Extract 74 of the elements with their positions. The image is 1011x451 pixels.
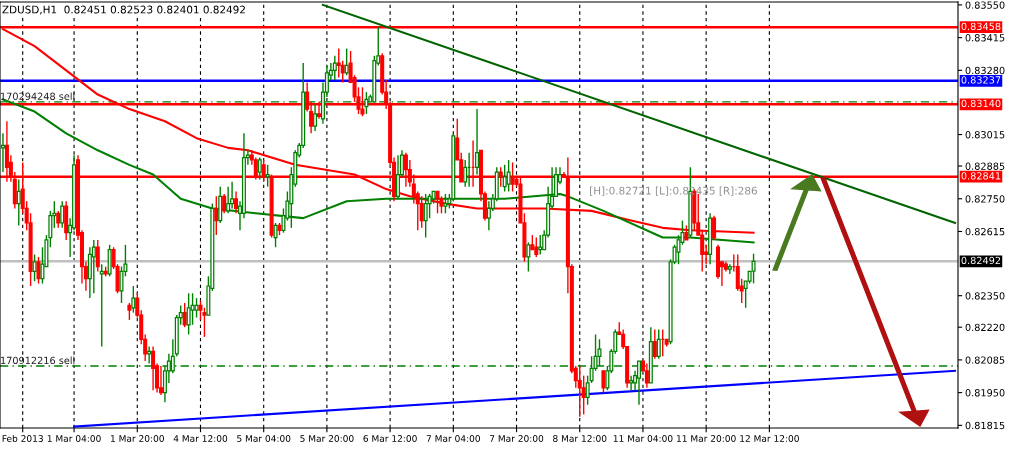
candlestick	[443, 193, 448, 214]
candlestick	[581, 374, 586, 416]
candlestick	[230, 181, 235, 210]
candlestick	[751, 253, 756, 285]
y-tick-label: 0.83550	[965, 1, 1005, 9]
x-tick-label: 6 Mar 12:00	[363, 435, 417, 442]
x-tick-label: 1 Mar 04:00	[47, 435, 101, 442]
ref-line-label: 170294248 sell	[1, 92, 75, 100]
x-tick-label: 5 Mar 20:00	[300, 435, 354, 442]
y-tick-label: 0.83280	[965, 66, 1005, 75]
candlestick	[95, 239, 100, 273]
candlestick	[226, 185, 231, 214]
x-tick-label: 8 Mar 12:00	[553, 435, 607, 442]
x-tick-label: 5 Mar 04:00	[237, 435, 291, 442]
y-tick-label: 0.81950	[965, 389, 1005, 397]
candlestick	[534, 236, 539, 258]
ref-line-label: 0.83458	[961, 22, 1001, 31]
ref-line-label: 0.82841	[961, 172, 1001, 180]
candlestick	[151, 345, 156, 391]
candlestick	[652, 328, 657, 360]
x-tick-label: 7 Mar 20:00	[490, 435, 544, 442]
candlestick	[526, 241, 531, 273]
candlestick	[332, 55, 337, 81]
y-tick-label: 0.82885	[965, 162, 1005, 170]
candlestick	[475, 108, 480, 176]
candlestick	[340, 59, 345, 84]
ref-line-label: 0.82492	[961, 256, 1001, 265]
ref-line-label: 170912216 sell	[1, 356, 75, 365]
candlestick	[190, 292, 195, 326]
candlestick	[182, 302, 187, 328]
y-tick-label: 0.82615	[965, 227, 1005, 236]
candlestick	[214, 195, 219, 236]
candlestick	[344, 47, 349, 76]
x-tick-label: 4 Mar 12:00	[173, 435, 228, 442]
y-tick-label: 0.82085	[965, 356, 1005, 364]
ref-line-label: 0.83140	[961, 99, 1001, 108]
candlestick	[222, 193, 227, 214]
candlestick	[131, 285, 136, 314]
y-tick-label: 0.81815	[965, 421, 1005, 430]
y-tick-label: 0.83415	[965, 34, 1005, 42]
candlestick	[656, 328, 661, 360]
candlestick	[99, 263, 104, 348]
candlestick	[601, 370, 606, 394]
candlestick	[506, 159, 511, 193]
x-tick-label: 7 Mar 04:00	[426, 435, 480, 442]
y-tick-label: 0.82750	[965, 195, 1005, 203]
x-tick-label: 1 Mar 20:00	[111, 435, 164, 442]
candlestick	[16, 178, 21, 227]
candlestick	[629, 374, 634, 391]
chart-title: ZDUSD,H1 0.82451 0.82523 0.82401 0.82492	[2, 5, 245, 15]
candlestick	[91, 239, 96, 294]
candlestick	[60, 200, 65, 229]
candlestick	[538, 234, 543, 256]
candlestick	[427, 193, 432, 219]
candlestick	[577, 365, 582, 418]
ref-line-label: 0.83237	[961, 76, 1001, 84]
x-tick-label: 11 Mar 20:00	[677, 435, 736, 442]
x-tick-label: 12 Mar 12:00	[740, 435, 799, 442]
candlestick	[336, 47, 341, 79]
candlestick	[265, 164, 270, 188]
x-tick-label: 11 Mar 04:00	[613, 435, 673, 442]
candlestick	[48, 210, 53, 248]
candlestick	[158, 365, 163, 396]
y-tick-label: 0.82350	[965, 292, 1005, 300]
candlestick	[0, 132, 5, 173]
y-tick-label: 0.83015	[965, 131, 1005, 139]
candlestick	[36, 256, 41, 285]
candlestick	[396, 154, 401, 200]
x-tick-label: Feb 2013	[2, 434, 43, 442]
candlestick	[234, 190, 239, 214]
candlestick	[186, 292, 191, 336]
candlestick	[419, 195, 424, 229]
candlestick	[435, 190, 440, 214]
y-tick-label: 0.82220	[965, 323, 1005, 332]
